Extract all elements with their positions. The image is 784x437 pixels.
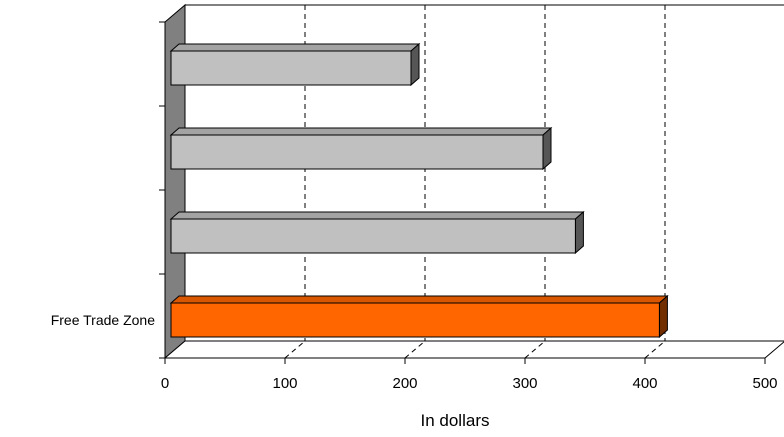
x-tick-label: 400: [632, 375, 657, 392]
bar-top: [169, 211, 585, 220]
bar-front: [170, 50, 412, 86]
bar-front: [170, 134, 544, 170]
x-tick-label: 100: [272, 375, 297, 392]
bar-end: [542, 126, 552, 171]
bars: [169, 42, 669, 339]
bar-top: [169, 295, 669, 304]
gridline-floor: [524, 340, 546, 359]
x-tick-label: 0: [161, 375, 169, 392]
bar: [169, 126, 553, 171]
bar-end: [574, 210, 584, 255]
tick-labels: Free Trade Zone 0 100 200 300 400 500: [51, 312, 778, 392]
axes: [159, 21, 766, 364]
bar: [169, 210, 585, 255]
category-label: Free Trade Zone: [51, 312, 155, 328]
bar-end: [410, 42, 420, 87]
bar: [169, 294, 669, 339]
bar-top: [169, 43, 421, 52]
gridline-floor: [284, 340, 306, 359]
x-tick-label: 500: [752, 375, 777, 392]
bar: [169, 42, 421, 87]
x-tick-label: 300: [512, 375, 537, 392]
gridline-floor: [644, 340, 666, 359]
bar-end: [658, 294, 668, 339]
bar-front: [170, 302, 660, 338]
x-tick-label: 200: [392, 375, 417, 392]
x-axis-title: In dollars: [421, 411, 490, 430]
bar-front: [170, 218, 576, 254]
bar-top: [169, 127, 553, 136]
floor: [163, 340, 784, 359]
gridline-floor: [404, 340, 426, 359]
